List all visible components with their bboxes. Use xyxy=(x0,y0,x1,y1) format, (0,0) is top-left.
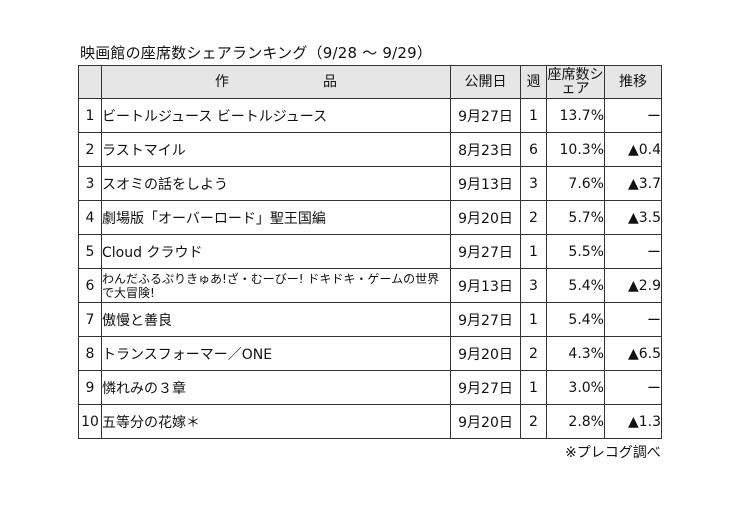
rank-cell: 8 xyxy=(78,336,102,371)
table-row: 6 わんだふるぷりきゅあ!ざ・むーびー! ドキドキ・ゲームの世界で大冒険! 9月13… xyxy=(78,268,662,303)
header-share: 座席数シェア xyxy=(546,65,605,99)
share-cell: 5.5% xyxy=(546,234,605,269)
share-cell: 7.6% xyxy=(546,166,605,201)
change-cell: ▲2.9 xyxy=(604,268,662,303)
table-row: 9 憐れみの３章 9月27日 1 3.0% ー xyxy=(78,370,662,405)
weeks-cell: 1 xyxy=(520,302,547,337)
title-cell: トランスフォーマー／ONE xyxy=(101,336,451,371)
change-cell: ー xyxy=(604,98,662,133)
release-date-cell: 9月13日 xyxy=(450,268,521,303)
rank-cell: 10 xyxy=(78,404,102,439)
title-cell: Cloud クラウド xyxy=(101,234,451,269)
rank-cell: 4 xyxy=(78,200,102,235)
weeks-cell: 2 xyxy=(520,200,547,235)
title-cell: 傲慢と善良 xyxy=(101,302,451,337)
source-note: ※プレコグ調べ xyxy=(565,445,661,461)
rank-cell: 2 xyxy=(78,132,102,167)
release-date-cell: 9月20日 xyxy=(450,336,521,371)
weeks-cell: 2 xyxy=(520,404,547,439)
rank-cell: 7 xyxy=(78,302,102,337)
share-cell: 5.4% xyxy=(546,268,605,303)
change-cell: ー xyxy=(604,234,662,269)
table-row: 5 Cloud クラウド 9月27日 1 5.5% ー xyxy=(78,234,662,269)
table-row: 3 スオミの話をしよう 9月13日 3 7.6% ▲3.7 xyxy=(78,166,662,201)
rank-cell: 5 xyxy=(78,234,102,269)
change-cell: ▲3.5 xyxy=(604,200,662,235)
share-cell: 13.7% xyxy=(546,98,605,133)
weeks-cell: 1 xyxy=(520,98,547,133)
table-header-row: 作 品 公開日 週 座席数シェア 推移 xyxy=(78,65,662,99)
page-title: 映画館の座席数シェアランキング（9/28 ～ 9/29） xyxy=(80,44,433,62)
release-date-cell: 9月27日 xyxy=(450,234,521,269)
release-date-cell: 9月13日 xyxy=(450,166,521,201)
weeks-cell: 1 xyxy=(520,370,547,405)
rank-cell: 3 xyxy=(78,166,102,201)
change-cell: ー xyxy=(604,302,662,337)
weeks-cell: 3 xyxy=(520,268,547,303)
change-cell: ▲3.7 xyxy=(604,166,662,201)
share-cell: 3.0% xyxy=(546,370,605,405)
table-row: 8 トランスフォーマー／ONE 9月20日 2 4.3% ▲6.5 xyxy=(78,336,662,371)
rank-cell: 6 xyxy=(78,268,102,303)
share-cell: 2.8% xyxy=(546,404,605,439)
change-cell: ▲1.3 xyxy=(604,404,662,439)
table-body: 1 ビートルジュース ビートルジュース 9月27日 1 13.7% ー 2 ラストマイル 8月2… xyxy=(78,98,662,439)
title-cell: ラストマイル xyxy=(101,132,451,167)
release-date-cell: 8月23日 xyxy=(450,132,521,167)
release-date-cell: 9月27日 xyxy=(450,370,521,405)
weeks-cell: 3 xyxy=(520,166,547,201)
title-cell: 劇場版「オーバーロード」聖王国編 xyxy=(101,200,451,235)
share-cell: 5.7% xyxy=(546,200,605,235)
header-rank xyxy=(78,65,102,99)
title-cell: 五等分の花嫁＊ xyxy=(101,404,451,439)
change-cell: ー xyxy=(604,370,662,405)
header-work: 作 品 xyxy=(101,65,451,99)
rank-cell: 9 xyxy=(78,370,102,405)
change-cell: ▲6.5 xyxy=(604,336,662,371)
rank-cell: 1 xyxy=(78,98,102,133)
table-row: 1 ビートルジュース ビートルジュース 9月27日 1 13.7% ー xyxy=(78,98,662,133)
release-date-cell: 9月27日 xyxy=(450,98,521,133)
table-row: 7 傲慢と善良 9月27日 1 5.4% ー xyxy=(78,302,662,337)
header-trend: 推移 xyxy=(604,65,662,99)
title-cell: スオミの話をしよう xyxy=(101,166,451,201)
table-row: 2 ラストマイル 8月23日 6 10.3% ▲0.4 xyxy=(78,132,662,167)
title-cell: ビートルジュース ビートルジュース xyxy=(101,98,451,133)
title-cell: わんだふるぷりきゅあ!ざ・むーびー! ドキドキ・ゲームの世界で大冒険! xyxy=(101,268,451,303)
share-cell: 5.4% xyxy=(546,302,605,337)
header-release: 公開日 xyxy=(450,65,521,99)
weeks-cell: 2 xyxy=(520,336,547,371)
title-cell: 憐れみの３章 xyxy=(101,370,451,405)
weeks-cell: 6 xyxy=(520,132,547,167)
release-date-cell: 9月27日 xyxy=(450,302,521,337)
table-row: 10 五等分の花嫁＊ 9月20日 2 2.8% ▲1.3 xyxy=(78,404,662,439)
table-row: 4 劇場版「オーバーロード」聖王国編 9月20日 2 5.7% ▲3.5 xyxy=(78,200,662,235)
ranking-table: 作 品 公開日 週 座席数シェア 推移 1 ビートルジュース ビートルジュース 9月… xyxy=(78,65,662,439)
release-date-cell: 9月20日 xyxy=(450,200,521,235)
header-weeks: 週 xyxy=(520,65,547,99)
share-cell: 4.3% xyxy=(546,336,605,371)
share-cell: 10.3% xyxy=(546,132,605,167)
release-date-cell: 9月20日 xyxy=(450,404,521,439)
weeks-cell: 1 xyxy=(520,234,547,269)
change-cell: ▲0.4 xyxy=(604,132,662,167)
